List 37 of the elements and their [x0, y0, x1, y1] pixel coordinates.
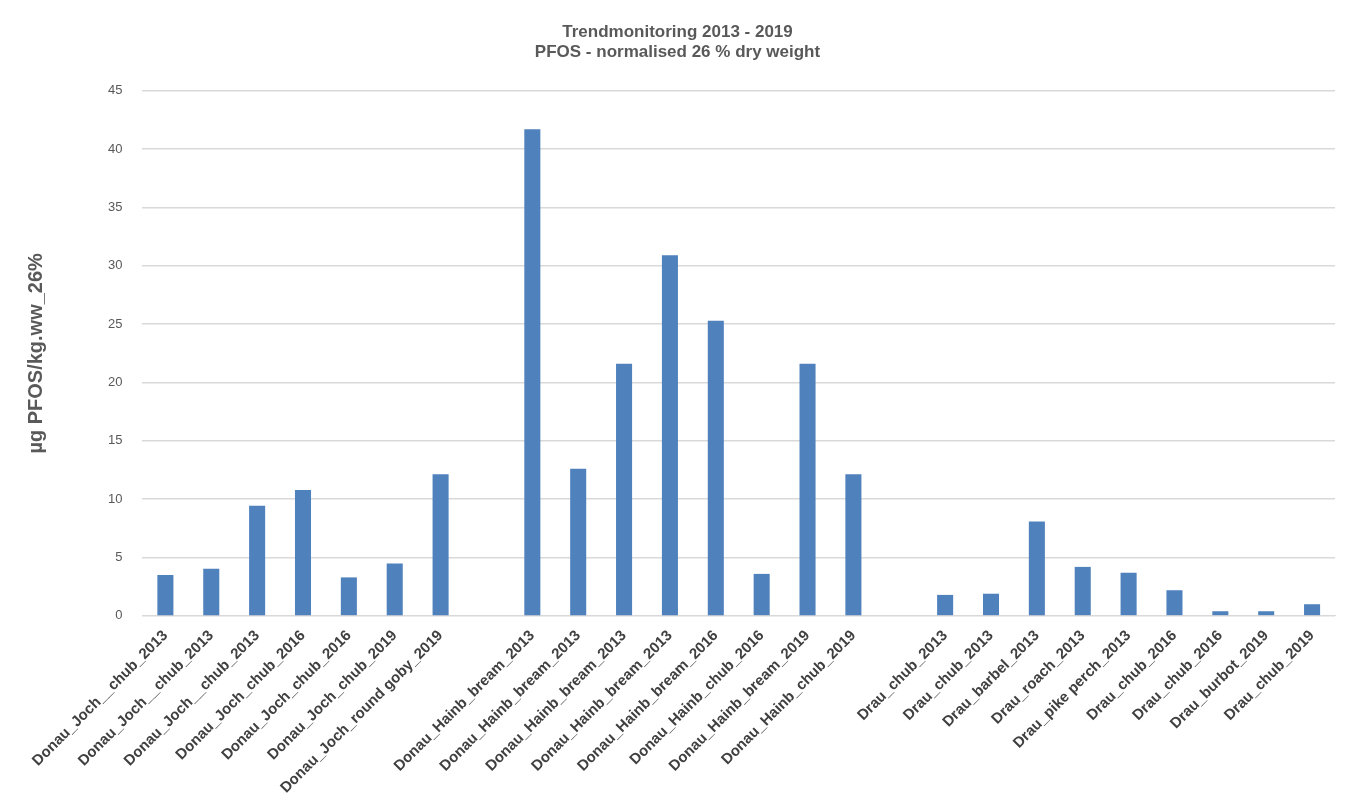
bar — [753, 573, 770, 616]
y-tick-label: 45 — [107, 82, 123, 98]
bar — [1120, 572, 1137, 616]
text: PFOS - normalised 26 % dry weight — [534, 42, 821, 62]
y-tick-label: 40 — [107, 140, 123, 156]
bar — [524, 129, 541, 616]
bar — [982, 593, 1000, 616]
y-tick-label: 30 — [107, 257, 123, 273]
text: Trendmonitoring 2013 - 2019 — [562, 21, 793, 41]
y-tick-label: 5 — [115, 549, 123, 565]
y-tick-label: 25 — [107, 315, 123, 331]
bar — [661, 255, 678, 616]
bar — [386, 563, 403, 616]
bar — [616, 363, 633, 616]
bar — [845, 474, 862, 616]
bar — [1074, 566, 1091, 616]
y-tick-label: 10 — [107, 490, 123, 506]
y-tick-label: 15 — [107, 432, 123, 448]
bar — [249, 505, 266, 616]
bar — [937, 594, 954, 616]
bar — [1028, 521, 1045, 616]
bar — [340, 577, 357, 616]
y-tick-label: 0 — [115, 607, 123, 623]
bar — [799, 363, 816, 616]
bar — [1212, 611, 1229, 616]
bar — [203, 568, 220, 616]
bar — [707, 320, 724, 616]
bar — [157, 575, 174, 616]
bar — [1258, 611, 1275, 616]
y-axis-title: µg PFOS/kg.ww_26% — [23, 252, 46, 454]
bar — [294, 489, 312, 616]
y-tick-label: 20 — [107, 374, 123, 390]
y-tick-label: 35 — [107, 199, 123, 215]
bar — [1166, 590, 1183, 616]
bar — [570, 468, 587, 616]
bar — [432, 474, 449, 616]
bar — [1304, 604, 1321, 616]
